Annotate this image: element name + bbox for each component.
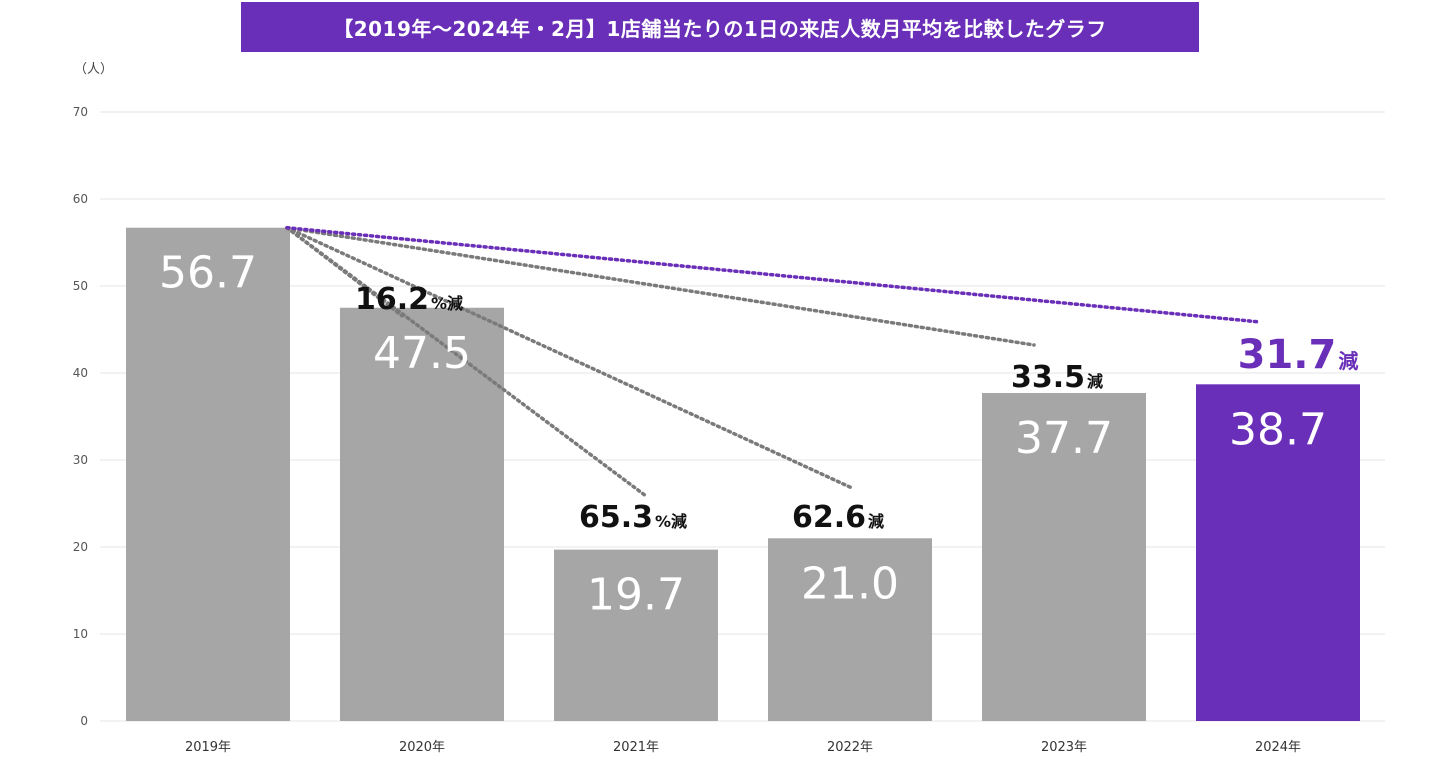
x-tick-label: 2020年	[399, 740, 445, 755]
bar	[768, 538, 932, 721]
comparison-line	[285, 225, 1036, 347]
decrease-label: 16.2 %減	[355, 282, 463, 317]
x-tick-label: 2024年	[1255, 740, 1301, 755]
decrease-number: 33.5	[1011, 360, 1085, 395]
decrease-suffix: 減	[868, 512, 884, 531]
chart-title: 【2019年～2024年・2月】1店舗当たりの1日の来店人数月平均を比較したグラ…	[241, 2, 1199, 52]
decrease-suffix: 減	[1087, 372, 1103, 391]
bar-value-label: 21.0	[801, 558, 899, 609]
y-tick-label: 20	[73, 540, 88, 554]
y-tick-label: 0	[80, 714, 88, 728]
bar-value-label: 19.7	[587, 570, 685, 621]
decrease-label: 31.7 減	[1238, 332, 1359, 378]
x-tick-label: 2022年	[827, 740, 873, 755]
y-tick-label: 40	[73, 366, 88, 380]
decrease-label: 65.3 %減	[579, 500, 687, 535]
y-tick-label: 60	[73, 192, 88, 206]
comparison-line-highlight	[285, 225, 1262, 324]
bar-value-label: 37.7	[1015, 413, 1113, 464]
comparison-line	[285, 225, 854, 490]
bar-value-label: 56.7	[159, 248, 257, 299]
decrease-number: 62.6	[792, 500, 866, 535]
decrease-number: 16.2	[355, 282, 429, 317]
bar	[554, 549, 718, 721]
bar-value-label: 47.5	[373, 328, 471, 379]
decrease-number: 31.7	[1238, 332, 1337, 378]
x-tick-label: 2023年	[1041, 740, 1087, 755]
y-axis-unit: （人）	[74, 62, 113, 77]
bar	[982, 393, 1146, 721]
decrease-suffix: %減	[655, 512, 687, 531]
bar	[1196, 384, 1360, 721]
bar	[126, 227, 290, 721]
decrease-number: 65.3	[579, 500, 653, 535]
decrease-suffix: 減	[1338, 349, 1358, 373]
bar-value-label: 38.7	[1229, 404, 1327, 455]
x-tick-label: 2019年	[185, 740, 231, 755]
x-tick-label: 2021年	[613, 740, 659, 755]
decrease-suffix: %減	[431, 294, 463, 313]
y-tick-label: 50	[73, 279, 88, 293]
y-tick-label: 10	[73, 627, 88, 641]
y-tick-label: 70	[73, 105, 88, 119]
decrease-label: 62.6 減	[792, 500, 884, 535]
bar	[340, 307, 504, 721]
y-tick-label: 30	[73, 453, 88, 467]
decrease-label: 33.5 減	[1011, 360, 1103, 395]
comparison-line	[285, 225, 648, 498]
